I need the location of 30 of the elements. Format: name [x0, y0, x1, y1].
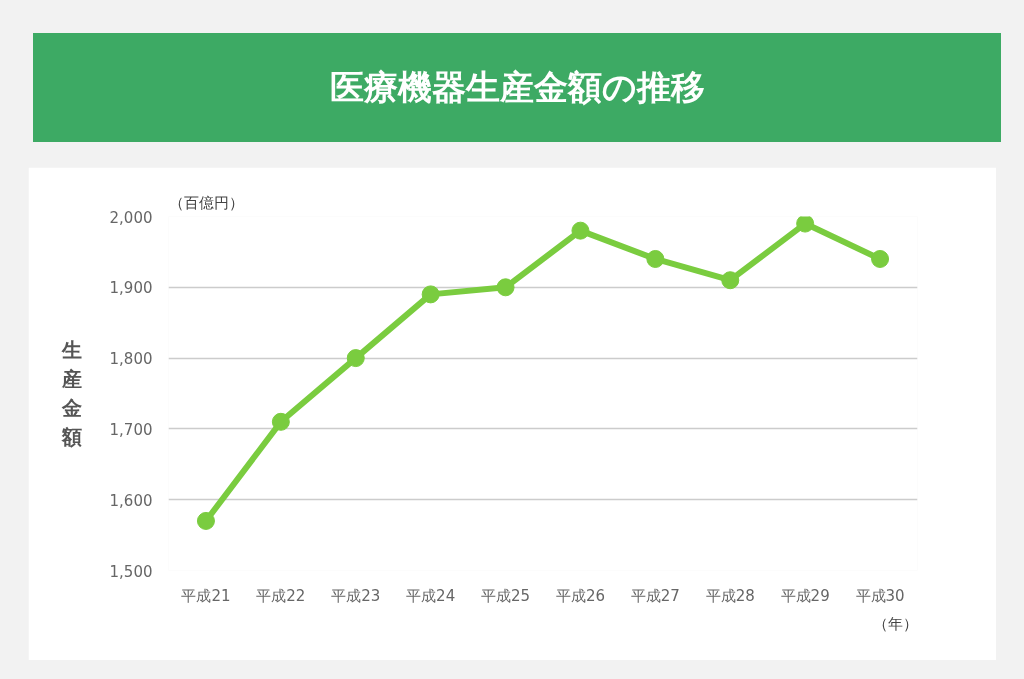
point	[196, 511, 215, 530]
y-axis-title: 生産金額	[60, 338, 82, 449]
y-tick-label: 2,000	[109, 208, 153, 227]
point	[796, 216, 815, 233]
point	[646, 250, 665, 268]
x-tick-label: 平成27	[630, 586, 680, 605]
x-tick-label: 平成26	[555, 586, 605, 605]
x-tick-label: 平成22	[256, 586, 306, 605]
point	[496, 278, 515, 297]
x-tick-label: 平成24	[406, 586, 456, 605]
x-tick-label: 平成21	[181, 586, 231, 605]
x-tick-label: 平成28	[705, 586, 755, 605]
text: （百億円）	[168, 193, 244, 212]
x-tick-label: 平成30	[855, 586, 905, 605]
y-tick-label: 1,900	[109, 279, 153, 298]
y-tick-label: 1,700	[109, 420, 153, 439]
chart-title: 医療機器生産金額の推移	[329, 66, 705, 110]
point	[346, 349, 365, 368]
point	[271, 412, 290, 431]
x-tick-label: 平成23	[331, 586, 381, 605]
point	[721, 271, 740, 290]
y-tick-label: 1,800	[109, 350, 153, 369]
x-tick-label: 平成29	[780, 586, 830, 605]
y-tick-label: 1,600	[109, 491, 153, 510]
x-tick-label: 平成25	[481, 586, 531, 605]
point	[871, 250, 890, 268]
text: （年）	[872, 614, 918, 633]
point	[571, 221, 590, 240]
point	[421, 285, 440, 304]
y-tick-label: 1,500	[109, 562, 153, 581]
